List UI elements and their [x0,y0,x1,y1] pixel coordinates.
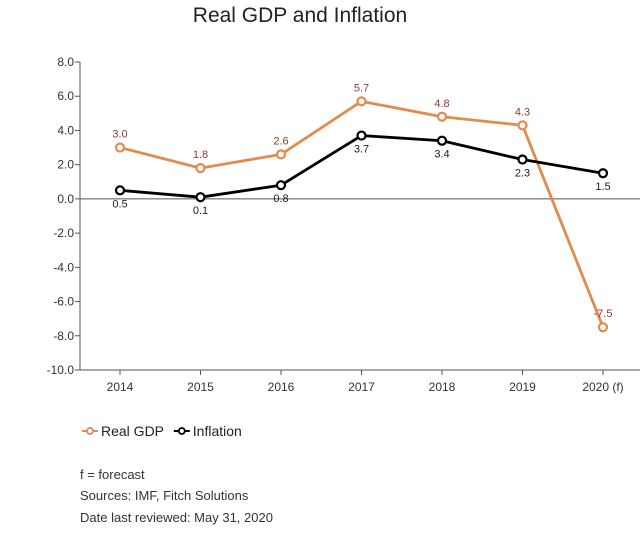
inflation-point [597,168,609,179]
real-gdp-data-label: 5.7 [354,82,369,94]
y-tick-label: -4.0 [53,260,74,274]
inflation-data-label: 2.3 [515,168,530,180]
real-gdp-legend-swatch-point [86,427,94,435]
x-tick-label: 2018 [429,380,456,394]
real-gdp-point [436,111,448,122]
real-gdp-data-label: -7.5 [594,308,613,320]
x-tick-label: 2020 (f) [582,380,623,394]
inflation-point [436,135,448,146]
real-gdp-data-label: 1.8 [193,149,208,161]
reviewed-note: Date last reviewed: May 31, 2020 [80,510,273,525]
inflation-data-label: 3.7 [354,144,369,156]
sources-note: Sources: IMF, Fitch Solutions [80,488,249,503]
inflation-legend-swatch-point [177,427,186,435]
inflation-legend-label: Inflation [193,423,242,439]
real-gdp-point [597,322,609,333]
inflation-data-label: 0.8 [273,193,288,205]
x-tick-label: 2019 [509,380,536,394]
inflation-data-label: 0.5 [112,198,127,210]
real-gdp-data-label: 4.8 [434,98,449,110]
inflation-point [356,130,367,141]
chart-title: Real GDP and Inflation [193,4,407,27]
real-gdp-data-label: 3.0 [112,129,127,141]
inflation-point [114,185,126,196]
y-tick-label: 0.0 [57,192,74,206]
real-gdp-point [517,120,528,131]
x-tick-label: 2016 [268,380,295,394]
x-tick-label: 2017 [348,380,375,394]
inflation-point [275,180,287,191]
real-gdp-legend-label: Real GDP [101,423,164,439]
y-tick-label: 2.0 [57,158,74,172]
x-tick-label: 2015 [187,380,214,394]
inflation-data-label: 3.4 [434,149,449,161]
inflation-data-label: 0.1 [193,205,208,217]
y-tick-label: -8.0 [53,329,74,343]
y-tick-label: 4.0 [57,123,74,137]
real-gdp-point [275,149,287,160]
inflation-point [195,192,206,203]
real-gdp-data-label: 2.6 [273,135,288,147]
inflation-data-label: 1.5 [595,181,610,193]
y-tick-label: -2.0 [53,226,74,240]
real-gdp-point [356,96,367,107]
y-tick-label: -10.0 [47,363,75,377]
y-tick-label: -6.0 [53,295,74,309]
real-gdp-data-label: 4.3 [515,106,530,118]
x-tick-label: 2014 [107,380,134,394]
y-tick-label: 8.0 [57,55,74,69]
real-gdp-point [114,142,126,153]
forecast-note: f = forecast [80,467,145,482]
y-tick-label: 6.0 [57,89,74,103]
real-gdp-point [195,162,206,174]
inflation-point [517,154,528,165]
